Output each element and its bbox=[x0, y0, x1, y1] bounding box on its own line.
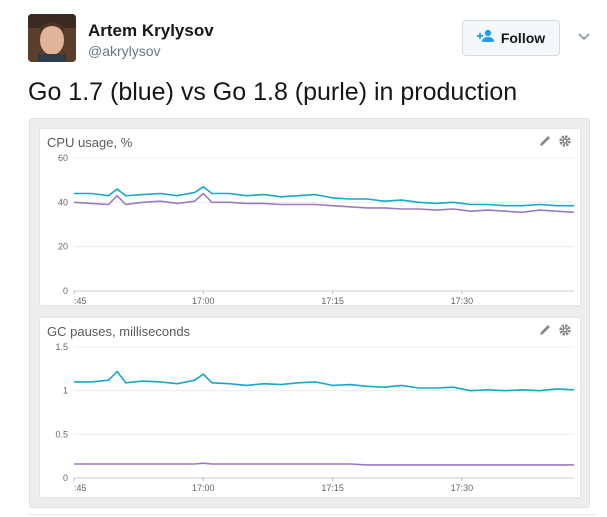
panel-tools bbox=[538, 323, 572, 337]
dashboard-image[interactable]: CPU usage, % 60 40 20 0 :45 17:00 17:15 17:30 G… bbox=[29, 118, 590, 508]
y-tick-label: 40 bbox=[58, 197, 68, 207]
add-person-icon bbox=[476, 29, 495, 48]
follow-label: Follow bbox=[500, 30, 546, 46]
series-line-blue bbox=[74, 370, 575, 392]
series-line-purple bbox=[74, 462, 574, 466]
x-tick-label: 17:00 bbox=[192, 483, 215, 493]
divider bbox=[28, 514, 598, 515]
x-tick-label: 17:30 bbox=[451, 483, 474, 493]
gear-icon[interactable] bbox=[558, 323, 572, 337]
author-block: Artem Krylysov @akrylysov bbox=[88, 21, 214, 59]
avatar[interactable] bbox=[28, 14, 76, 62]
x-tick-label: 17:00 bbox=[192, 296, 215, 305]
author-handle[interactable]: @akrylysov bbox=[88, 43, 161, 59]
y-tick-label: 0.5 bbox=[55, 429, 68, 439]
series-line-blue bbox=[74, 185, 574, 207]
x-tick-label: :45 bbox=[74, 296, 87, 305]
gc-pauses-panel: GC pauses, milliseconds 1.5 1 0.5 0 :45 17:00… bbox=[39, 317, 581, 498]
x-tick-label: 17:15 bbox=[321, 483, 344, 493]
y-tick-label: 1 bbox=[63, 386, 68, 396]
x-tick-label: 17:30 bbox=[451, 296, 474, 305]
y-tick-label: 0 bbox=[63, 286, 68, 296]
chevron-down-icon[interactable] bbox=[576, 28, 592, 44]
pencil-icon[interactable] bbox=[538, 323, 552, 337]
cpu-usage-chart: 60 40 20 0 :45 17:00 17:15 17:30 bbox=[58, 153, 575, 305]
gc-pauses-chart: 1.5 1 0.5 0 :45 17:00 17:15 17:30 bbox=[55, 342, 575, 493]
gear-icon[interactable] bbox=[558, 134, 572, 148]
panel-title: CPU usage, % bbox=[47, 135, 133, 150]
pencil-icon[interactable] bbox=[538, 134, 552, 148]
tweet-header: Artem Krylysov @akrylysov Follow bbox=[28, 14, 598, 64]
follow-button[interactable]: Follow bbox=[462, 20, 560, 56]
panel-title: GC pauses, milliseconds bbox=[47, 324, 191, 339]
y-tick-label: 60 bbox=[58, 153, 68, 163]
y-tick-label: 1.5 bbox=[55, 342, 68, 352]
panel-tools bbox=[538, 134, 572, 148]
series-line-purple bbox=[73, 192, 575, 214]
y-tick-label: 20 bbox=[58, 242, 68, 252]
y-tick-label: 0 bbox=[63, 473, 68, 483]
tweet-text: Go 1.7 (blue) vs Go 1.8 (purle) in produ… bbox=[28, 78, 518, 106]
x-tick-label: :45 bbox=[74, 483, 87, 493]
cpu-usage-panel: CPU usage, % 60 40 20 0 :45 17:00 17:15 17:30 bbox=[39, 128, 581, 306]
author-name[interactable]: Artem Krylysov bbox=[88, 21, 214, 40]
x-tick-label: 17:15 bbox=[321, 296, 344, 305]
